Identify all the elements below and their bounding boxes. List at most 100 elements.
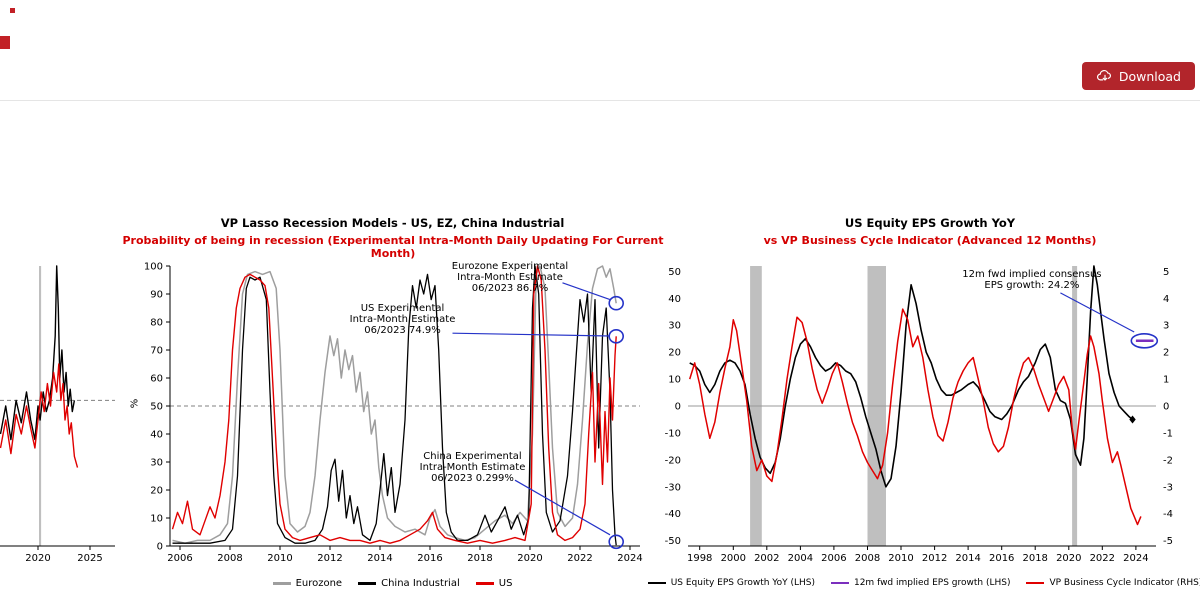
eps-growth-chart: 1998 2000 2002 2004 2006 2008 2010 2012 2014 2016… <box>660 252 1200 586</box>
svg-text:-4: -4 <box>1163 509 1173 520</box>
svg-text:100: 100 <box>144 262 163 273</box>
legend-label: Eurozone <box>295 578 343 589</box>
svg-text:-50: -50 <box>665 536 681 547</box>
svg-text:2002: 2002 <box>754 553 779 564</box>
legend-swatch <box>358 582 377 585</box>
svg-text:2014: 2014 <box>367 553 392 564</box>
svg-text:4: 4 <box>1163 294 1169 305</box>
eps-growth-chart-subtitle: vs VP Business Cycle Indicator (Advanced… <box>763 234 1097 247</box>
legend-swatch <box>272 582 291 585</box>
svg-text:0: 0 <box>675 402 681 413</box>
legend-label: VP Business Cycle Indicator (RHS) <box>1049 578 1200 588</box>
recession-models-chart: 2006 2008 2010 2012 2014 2016 2018 2020 2022 2024… <box>130 252 650 586</box>
svg-text:2018: 2018 <box>1022 553 1047 564</box>
legend-item: 12m fwd implied EPS growth (LHS) <box>830 578 1011 588</box>
legend-item: China Industrial <box>358 578 460 589</box>
svg-text:06/2023 74.9%: 06/2023 74.9% <box>364 325 441 336</box>
svg-text:2000: 2000 <box>721 553 746 564</box>
legend-label: US <box>498 578 513 589</box>
svg-text:2008: 2008 <box>217 553 242 564</box>
svg-text:-2: -2 <box>1163 455 1173 466</box>
svg-text:2012: 2012 <box>922 553 947 564</box>
svg-text:0: 0 <box>1163 402 1169 413</box>
eps-growth-legend: US Equity EPS Growth YoY (LHS) 12m fwd im… <box>647 578 1200 588</box>
svg-text:0: 0 <box>157 542 163 553</box>
left-partial-chart: 2020 2025 <box>0 252 115 586</box>
svg-text:40: 40 <box>150 430 163 441</box>
svg-text:60: 60 <box>150 374 163 385</box>
svg-text:20: 20 <box>668 348 681 359</box>
recession-models-chart-canvas: 2006 2008 2010 2012 2014 2016 2018 2020 2022 2024… <box>144 261 643 564</box>
svg-text:12m fwd implied consensus: 12m fwd implied consensus <box>962 269 1101 280</box>
legend-swatch <box>830 581 849 585</box>
svg-text:-30: -30 <box>665 482 681 493</box>
svg-text:2016: 2016 <box>417 553 442 564</box>
svg-text:-40: -40 <box>665 509 681 520</box>
svg-text:2008: 2008 <box>855 553 880 564</box>
svg-text:90: 90 <box>150 290 163 301</box>
svg-text:40: 40 <box>668 294 681 305</box>
svg-text:2010: 2010 <box>267 553 292 564</box>
svg-text:Eurozone Experimental: Eurozone Experimental <box>452 261 568 272</box>
svg-text:50: 50 <box>668 267 681 278</box>
brand-mark-small <box>10 8 15 13</box>
svg-text:3: 3 <box>1163 321 1169 332</box>
svg-text:Intra-Month Estimate: Intra-Month Estimate <box>457 272 563 283</box>
legend-swatch <box>475 582 494 585</box>
svg-text:10: 10 <box>150 514 163 525</box>
svg-text:-1: -1 <box>1163 428 1173 439</box>
header-divider <box>0 100 1200 101</box>
svg-text:2020: 2020 <box>25 553 50 564</box>
svg-text:1: 1 <box>1163 375 1169 386</box>
left-partial-chart-canvas: 2020 2025 <box>0 265 115 564</box>
brand-mark-large <box>0 36 10 49</box>
svg-text:06/2023 0.299%: 06/2023 0.299% <box>431 473 514 484</box>
svg-text:2020: 2020 <box>1056 553 1081 564</box>
svg-text:2020: 2020 <box>517 553 542 564</box>
svg-text:2022: 2022 <box>1090 553 1115 564</box>
svg-text:80: 80 <box>150 318 163 329</box>
download-button-label: Download <box>1118 68 1181 84</box>
download-cloud-icon <box>1096 69 1112 83</box>
svg-text:70: 70 <box>150 346 163 357</box>
svg-text:30: 30 <box>668 321 681 332</box>
legend-label: 12m fwd implied EPS growth (LHS) <box>853 578 1011 588</box>
svg-text:-10: -10 <box>665 428 681 439</box>
svg-text:2025: 2025 <box>77 553 102 564</box>
svg-text:EPS growth: 24.2%: EPS growth: 24.2% <box>984 280 1079 291</box>
legend-item: US <box>475 578 513 589</box>
svg-text:2006: 2006 <box>821 553 846 564</box>
svg-text:30: 30 <box>150 458 163 469</box>
svg-text:06/2023 86.7%: 06/2023 86.7% <box>472 283 549 294</box>
svg-text:Intra-Month Estimate: Intra-Month Estimate <box>420 462 526 473</box>
svg-text:2010: 2010 <box>888 553 913 564</box>
svg-text:2024: 2024 <box>1123 553 1148 564</box>
recession-models-legend: Eurozone China Industrial US <box>130 578 655 589</box>
svg-text:2016: 2016 <box>989 553 1014 564</box>
legend-label: US Equity EPS Growth YoY (LHS) <box>670 578 815 588</box>
svg-text:50: 50 <box>150 402 163 413</box>
legend-item: US Equity EPS Growth YoY (LHS) <box>647 578 815 588</box>
legend-item: Eurozone <box>272 578 343 589</box>
legend-swatch <box>1026 581 1045 585</box>
svg-text:China Experimental: China Experimental <box>423 451 521 462</box>
recession-models-chart-subtitle: Probability of being in recession (Exper… <box>122 234 664 260</box>
svg-text:US Experimental: US Experimental <box>361 303 445 314</box>
download-button[interactable]: Download <box>1081 62 1195 90</box>
svg-text:-3: -3 <box>1163 482 1173 493</box>
svg-text:-20: -20 <box>665 455 681 466</box>
legend-label: China Industrial <box>381 578 460 589</box>
svg-text:2006: 2006 <box>167 553 192 564</box>
recession-models-chart-title: VP Lasso Recession Models - US, EZ, Chin… <box>220 216 565 230</box>
svg-text:Intra-Month Estimate: Intra-Month Estimate <box>350 314 456 325</box>
svg-text:2004: 2004 <box>788 553 813 564</box>
legend-swatch <box>647 581 666 585</box>
svg-text:-5: -5 <box>1163 536 1173 547</box>
svg-text:2018: 2018 <box>467 553 492 564</box>
svg-text:10: 10 <box>668 375 681 386</box>
svg-text:2: 2 <box>1163 348 1169 359</box>
eps-growth-chart-title: US Equity EPS Growth YoY <box>844 216 1016 230</box>
svg-text:2024: 2024 <box>617 553 642 564</box>
svg-text:1998: 1998 <box>687 553 712 564</box>
